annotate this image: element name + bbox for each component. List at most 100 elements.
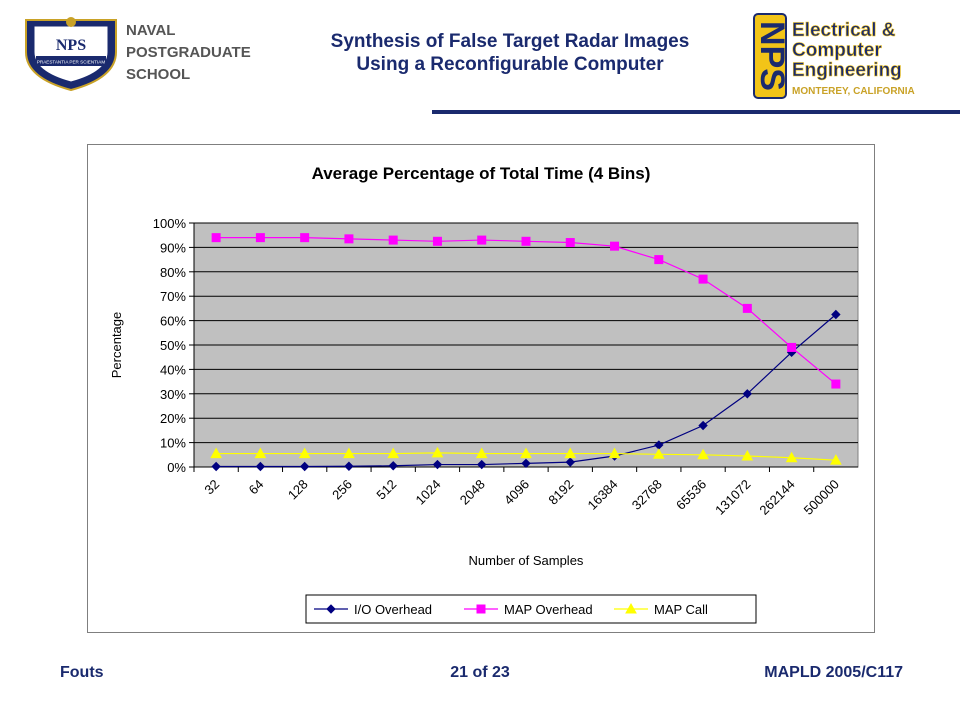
logo-line-school: SCHOOL [126, 66, 190, 83]
data-point-map-overhead [831, 379, 841, 389]
footer-page-number: 21 of 23 [450, 664, 510, 681]
data-point-map-call [298, 447, 311, 459]
slide-title-line2: Using a Reconfigurable Computer [356, 54, 664, 75]
y-tick-label: 40% [160, 362, 186, 377]
data-point-map-overhead [521, 236, 531, 246]
y-tick-label: 10% [160, 436, 186, 451]
x-tick-label: 16384 [584, 477, 620, 513]
data-point-i-o-overhead [477, 459, 487, 470]
data-point-map-overhead [432, 236, 442, 246]
nps-shield-icon [25, 17, 117, 92]
data-point-map-call [210, 447, 222, 459]
data-point-map-overhead [300, 233, 310, 243]
y-tick-label: 70% [160, 289, 186, 304]
slide-title-line1: Synthesis of False Target Radar Images [330, 31, 690, 52]
data-point-map-call [254, 447, 267, 459]
legend-label-map-overhead: MAP Overhead [504, 602, 593, 617]
ece-word-engineering: Engineering [792, 60, 902, 81]
x-axis-ticks: 32 64 128 256 512 1024 2048 4096 8192 16384 32768 6… [193, 467, 842, 518]
y-tick-label: 50% [160, 338, 186, 353]
x-tick-label: 64 [246, 477, 267, 498]
nps-school-logo: NPS PRAESTANTIA PER SCIENTIAM NAVAL POST… [25, 17, 251, 92]
chart-legend: I/O Overhead MAP Overhead MAP Call [305, 594, 757, 624]
data-point-i-o-overhead [299, 461, 310, 472]
data-point-i-o-overhead [565, 457, 575, 467]
header-divider [432, 110, 960, 114]
data-point-map-call [830, 454, 842, 465]
ece-location: MONTEREY, CALIFORNIA [792, 86, 915, 97]
x-tick-label: 128 [285, 477, 311, 503]
data-point-i-o-overhead [432, 459, 443, 470]
data-point-i-o-overhead [388, 461, 398, 471]
legend-box [305, 594, 757, 624]
slide-title: Synthesis of False Target Radar Images U… [270, 30, 750, 76]
legend-marker-map-overhead [476, 604, 486, 614]
x-tick-label: 4096 [501, 477, 532, 508]
shield-banner-text: PRAESTANTIA PER SCIENTIAM [37, 60, 105, 65]
data-point-map-call [608, 447, 621, 459]
legend-label-map-call: MAP Call [654, 602, 708, 617]
chart-container: Average Percentage of Total Time (4 Bins… [87, 144, 875, 633]
data-point-i-o-overhead [521, 458, 531, 469]
data-point-i-o-overhead [255, 461, 266, 472]
ece-department-logo: NPS Electrical & Computer Engineering MO… [753, 13, 915, 99]
data-point-map-overhead [255, 233, 265, 243]
data-point-map-call [785, 451, 798, 463]
x-tick-label: 262144 [756, 477, 797, 518]
ece-word-computer: Computer [792, 40, 882, 61]
logo-line-naval: NAVAL [126, 22, 175, 39]
x-tick-label: 256 [329, 477, 355, 503]
series-layer [210, 233, 842, 472]
y-axis-label: Percentage [109, 312, 124, 379]
data-point-map-overhead [211, 233, 221, 243]
data-point-map-call [475, 447, 488, 459]
data-point-map-overhead [388, 235, 398, 245]
x-tick-label: 2048 [457, 477, 488, 508]
data-point-map-call [520, 447, 532, 459]
y-tick-label: 100% [153, 216, 187, 231]
x-tick-label: 131072 [712, 477, 753, 518]
data-point-map-overhead [654, 255, 664, 265]
nps-monogram-icon [753, 13, 787, 99]
data-point-map-call [564, 447, 577, 459]
y-tick-label: 20% [160, 411, 186, 426]
series-map-call [210, 446, 842, 465]
y-tick-label: 30% [160, 387, 186, 402]
data-point-map-overhead [787, 342, 797, 352]
data-point-map-call [431, 446, 444, 458]
footer-author: Fouts [60, 664, 104, 681]
x-tick-label: 500000 [801, 477, 842, 518]
x-tick-label: 512 [373, 477, 399, 503]
legend-label-i-o-overhead: I/O Overhead [354, 602, 432, 617]
y-tick-label: 60% [160, 314, 186, 329]
data-point-map-overhead [610, 241, 620, 251]
footer-conference: MAPLD 2005/C117 [764, 664, 903, 681]
logo-line-postgraduate: POSTGRADUATE [126, 44, 251, 61]
series-i-o-overhead [211, 309, 841, 472]
data-point-i-o-overhead [742, 389, 753, 399]
data-point-i-o-overhead [831, 309, 841, 320]
data-point-map-overhead [565, 238, 575, 248]
legend-marker-i-o-overhead [326, 604, 336, 614]
y-tick-label: 80% [160, 265, 186, 280]
y-tick-label: 90% [160, 240, 186, 255]
data-point-i-o-overhead [344, 461, 354, 471]
data-point-map-call [652, 448, 665, 459]
data-point-map-call [343, 447, 355, 459]
data-point-map-overhead [698, 274, 708, 284]
data-point-map-overhead [477, 235, 487, 245]
ece-monogram: NPS [753, 21, 791, 91]
x-tick-label: 1024 [413, 477, 444, 508]
data-point-map-overhead [742, 303, 752, 313]
line-chart: Average Percentage of Total Time (4 Bins… [109, 164, 859, 624]
data-point-i-o-overhead [211, 461, 221, 472]
data-point-map-call [697, 448, 709, 460]
chart-title: Average Percentage of Total Time (4 Bins… [312, 164, 651, 183]
y-tick-label: 0% [167, 460, 186, 475]
x-tick-label: 32 [201, 477, 222, 498]
data-point-map-call [387, 447, 400, 459]
data-point-i-o-overhead [698, 420, 708, 431]
slide-header: NPS PRAESTANTIA PER SCIENTIAM NAVAL POST… [0, 0, 960, 120]
x-tick-label: 32768 [629, 477, 665, 513]
data-point-map-overhead [344, 234, 354, 244]
